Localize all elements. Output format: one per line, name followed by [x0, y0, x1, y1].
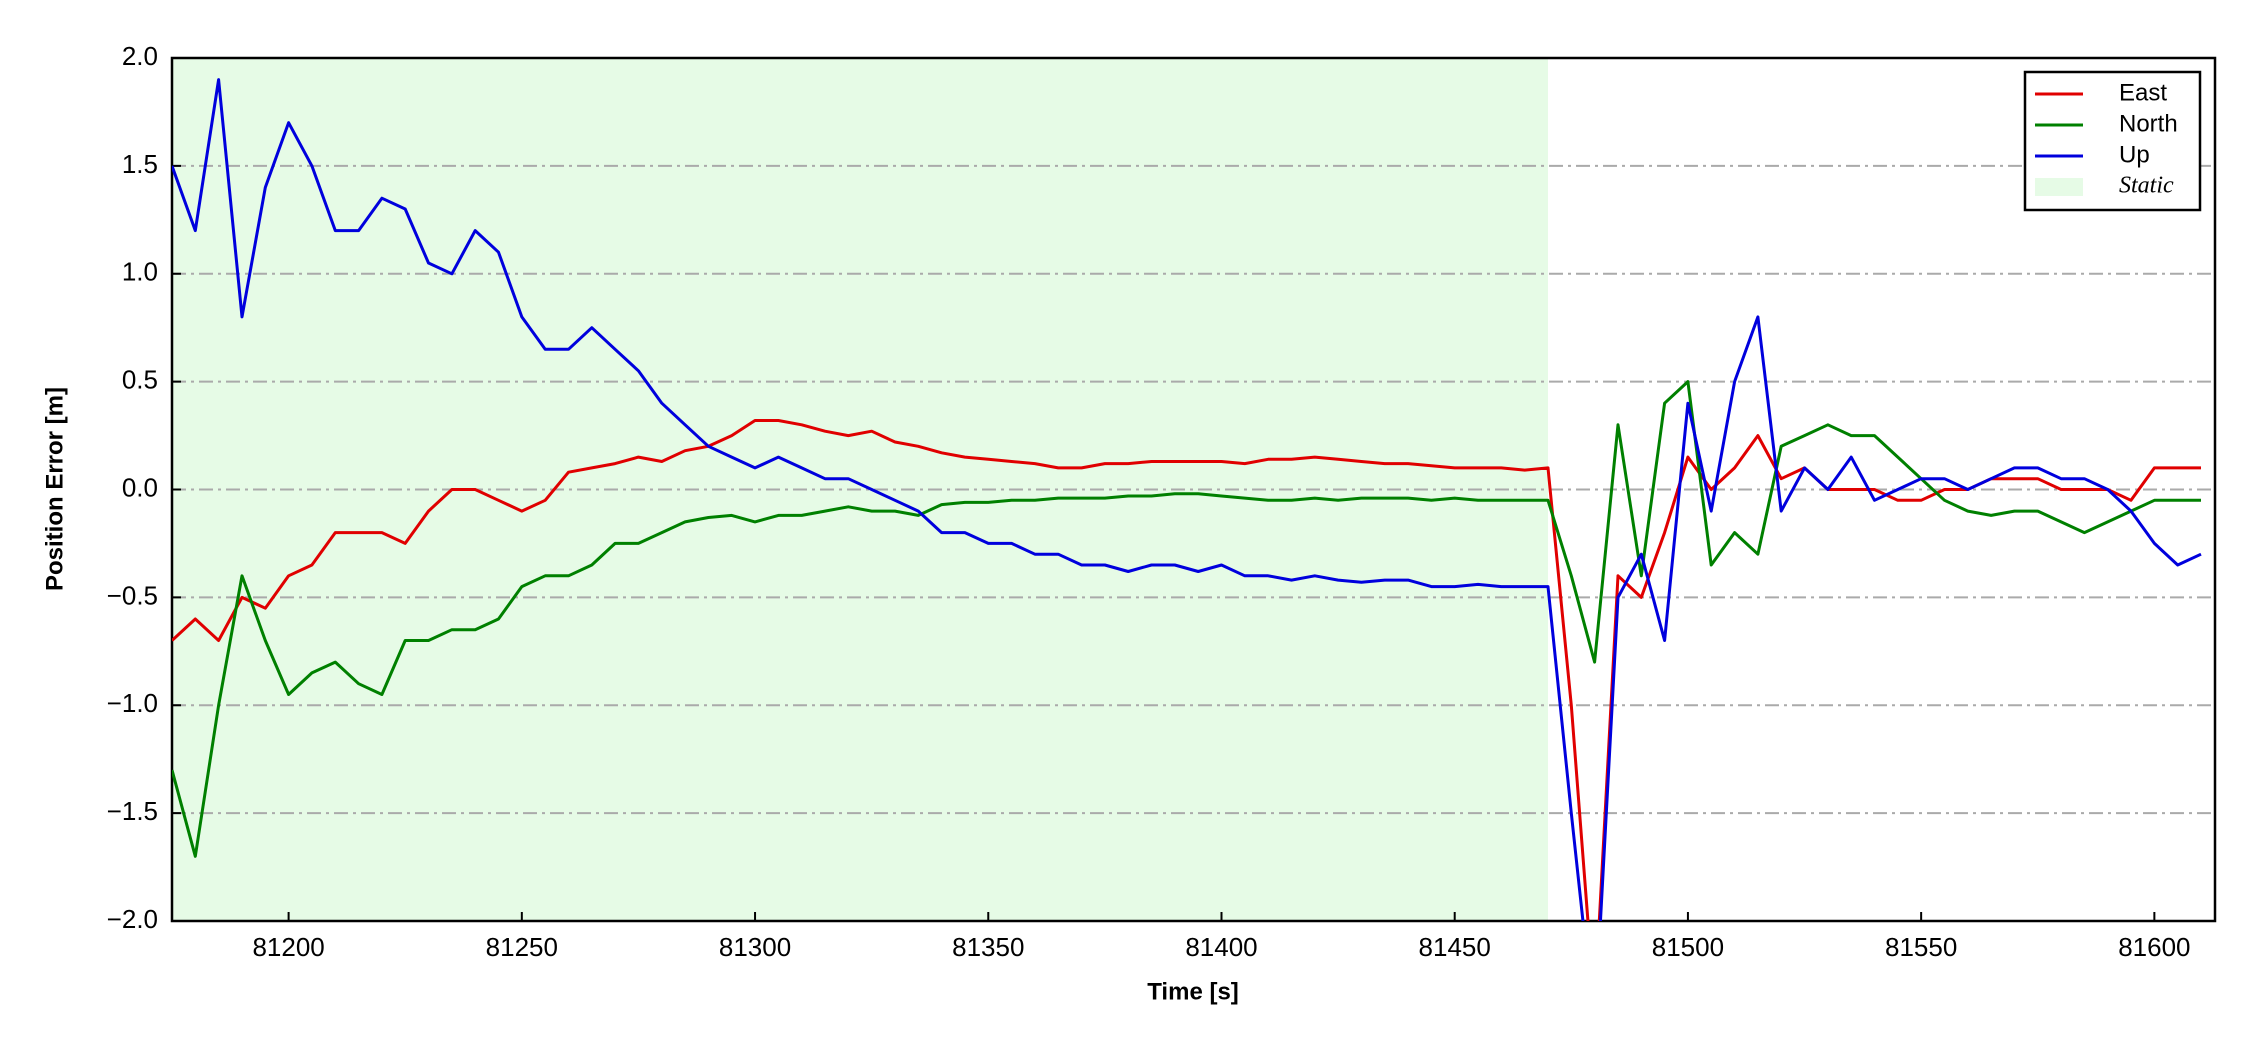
legend-label: Up	[2119, 141, 2150, 168]
y-tick-label: 2.0	[122, 41, 158, 71]
x-tick-label: 81350	[952, 932, 1024, 962]
y-tick-label: 0.0	[122, 472, 158, 502]
x-tick-label: 81300	[719, 932, 791, 962]
y-tick-label: 1.0	[122, 257, 158, 287]
x-axis-label: Time [s]	[1147, 978, 1239, 1005]
legend-label: North	[2119, 110, 2178, 137]
x-tick-label: 81250	[486, 932, 558, 962]
series-line	[172, 380, 2201, 858]
y-axis-label: Position Error [m]	[41, 387, 68, 591]
y-tick-label: −1.0	[107, 688, 158, 718]
x-tick-label: 81450	[1419, 932, 1491, 962]
legend-swatch	[2035, 178, 2083, 196]
x-tick-label: 81200	[252, 932, 324, 962]
x-tick-label: 81550	[1885, 932, 1957, 962]
y-tick-label: 1.5	[122, 149, 158, 179]
x-tick-label: 81600	[2118, 932, 2190, 962]
series-layer	[172, 78, 2202, 921]
series-line	[172, 78, 2202, 921]
y-tick-label: −0.5	[107, 580, 158, 610]
legend-label: Static	[2119, 173, 2174, 199]
series-line	[172, 419, 2201, 921]
x-tick-label: 81400	[1185, 932, 1257, 962]
x-tick-label: 81500	[1652, 932, 1724, 962]
legend-label: East	[2119, 79, 2167, 106]
plot-layer	[172, 57, 2215, 922]
y-tick-label: 0.5	[122, 365, 158, 395]
y-tick-label: −1.5	[107, 796, 158, 826]
legend: East North Up Static	[2023, 70, 2202, 212]
y-tick-label: −2.0	[107, 904, 158, 934]
